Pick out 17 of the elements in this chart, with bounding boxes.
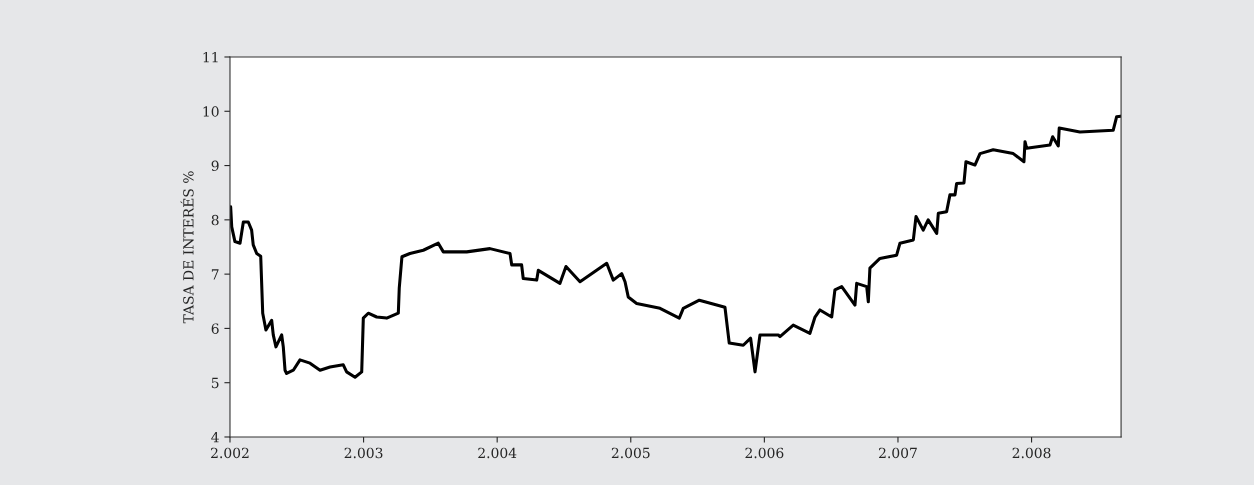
y-tick-label: 10 bbox=[203, 106, 219, 117]
y-tick-label: 8 bbox=[211, 214, 219, 226]
y-tick-label: 9 bbox=[211, 160, 219, 172]
x-tick-label: 2.004 bbox=[478, 447, 517, 459]
y-tick-label: 4 bbox=[211, 431, 219, 443]
x-tick-label: 2.008 bbox=[1012, 447, 1051, 459]
x-tick-label: 2.005 bbox=[611, 447, 650, 459]
x-tick-label: 2.006 bbox=[745, 447, 784, 459]
x-tick-label: 2.003 bbox=[344, 447, 383, 459]
y-tick-label: 6 bbox=[211, 323, 219, 334]
line-series bbox=[229, 114, 1122, 379]
x-tick-label: 2.007 bbox=[879, 447, 917, 459]
x-tick-label: 2.002 bbox=[211, 447, 249, 459]
y-tick-label: 5 bbox=[211, 377, 219, 389]
y-tick-label: 7 bbox=[211, 269, 219, 280]
y-axis-title: TASA DE INTERÉS % bbox=[180, 171, 194, 324]
y-tick-label: 11 bbox=[203, 51, 218, 63]
